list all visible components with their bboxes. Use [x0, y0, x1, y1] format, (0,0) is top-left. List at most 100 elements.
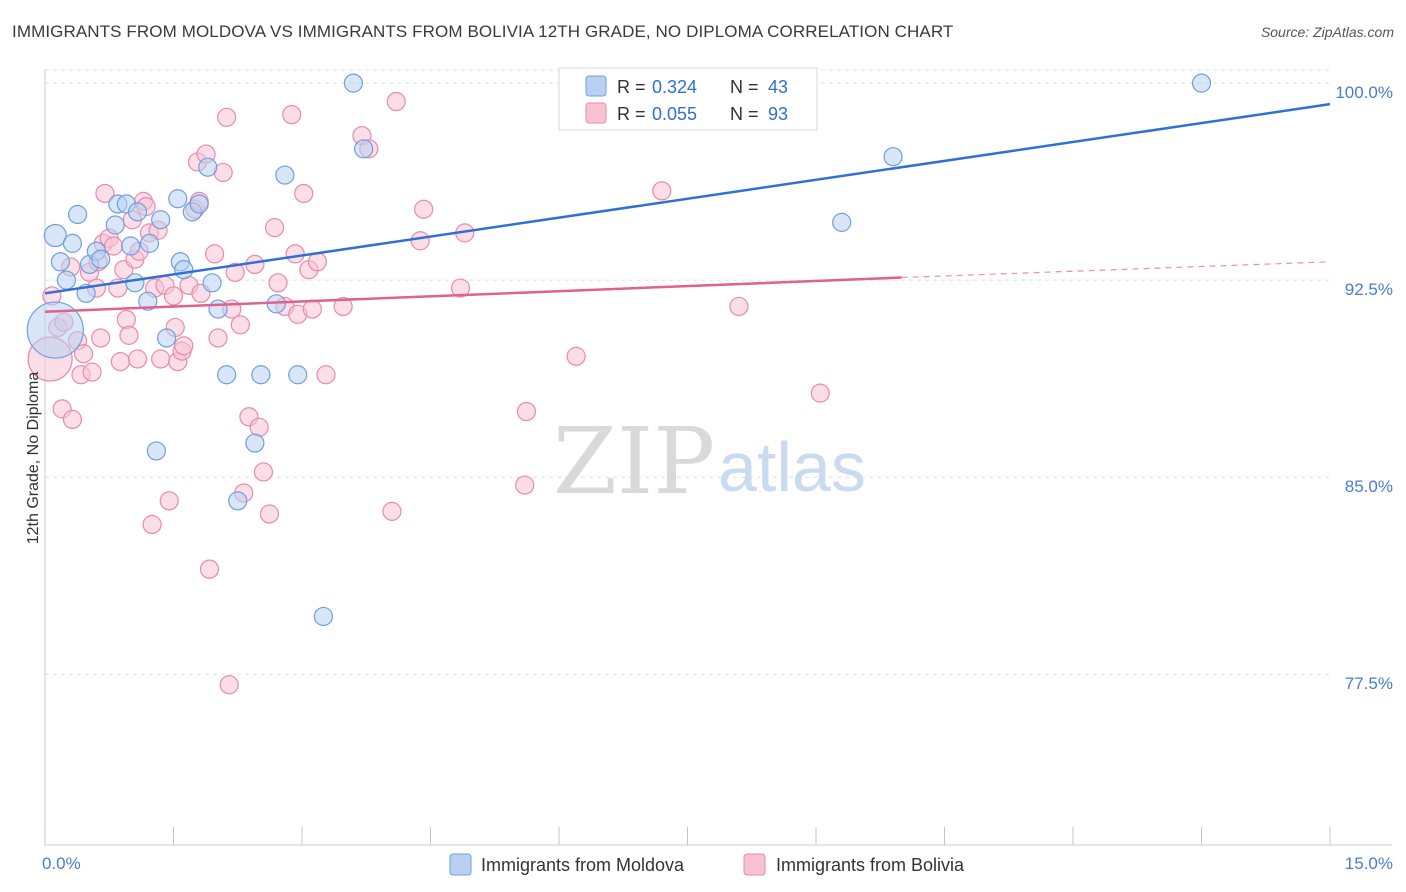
- point-bolivia-69: [294, 183, 314, 204]
- legend-swatch-bolivia: [585, 102, 607, 124]
- point-bolivia-88: [810, 383, 830, 403]
- point-bolivia-77: [382, 501, 402, 521]
- bottom-legend-swatch-bolivia: [743, 853, 766, 876]
- point-moldova-41: [883, 147, 903, 167]
- legend-swatch-moldova: [585, 75, 607, 97]
- point-moldova-28: [208, 299, 228, 319]
- watermark-zip: ZIP: [553, 408, 715, 515]
- point-moldova-9: [91, 249, 111, 269]
- chart-source: Source: ZipAtlas.com: [1260, 24, 1394, 40]
- point-moldova-0: [26, 301, 84, 359]
- point-bolivia-71: [302, 299, 322, 319]
- point-bolivia-85: [566, 346, 586, 366]
- point-bolivia-74: [333, 296, 353, 317]
- point-bolivia-20: [110, 352, 130, 372]
- legend-r-label-bolivia: R =: [617, 104, 646, 124]
- point-bolivia-80: [414, 199, 434, 219]
- trend-line-bolivia: [44, 276, 902, 313]
- point-bolivia-34: [151, 349, 171, 369]
- legend-n-value-bolivia: 93: [768, 104, 788, 124]
- point-moldova-13: [121, 236, 141, 256]
- legend-n-value-moldova: 43: [768, 77, 788, 97]
- point-moldova-19: [151, 210, 171, 230]
- point-moldova-4: [62, 233, 83, 253]
- x-tick-label-0: 0.0%: [42, 854, 81, 873]
- point-bolivia-78: [386, 91, 406, 112]
- legend: R = 0.324 N = 43 R = 0.055 N = 93: [558, 67, 818, 131]
- bottom-legend-label-bolivia: Immigrants from Bolivia: [776, 855, 965, 875]
- point-moldova-32: [251, 365, 271, 385]
- point-moldova-30: [228, 491, 248, 511]
- point-moldova-37: [343, 73, 363, 93]
- watermark-atlas: atlas: [718, 428, 866, 506]
- point-bolivia-36: [159, 491, 179, 511]
- x-tick-labels: 0.0% 15.0%: [42, 854, 1393, 873]
- point-bolivia-86: [652, 181, 672, 201]
- point-moldova-42: [1191, 73, 1212, 93]
- point-bolivia-81: [450, 278, 471, 298]
- point-bolivia-31: [142, 514, 162, 535]
- point-bolivia-37: [163, 286, 184, 306]
- point-moldova-34: [275, 165, 295, 185]
- point-moldova-3: [56, 270, 77, 290]
- chart-title: IMMIGRANTS FROM MOLDOVA VS IMMIGRANTS FR…: [12, 22, 954, 41]
- point-bolivia-72: [307, 252, 328, 272]
- trend-line-moldova: [44, 102, 1331, 295]
- point-moldova-23: [174, 260, 194, 280]
- point-moldova-40: [832, 212, 852, 232]
- point-bolivia-50: [208, 328, 228, 348]
- axes: [44, 70, 1392, 846]
- point-bolivia-48: [199, 559, 220, 579]
- trend-lines: [44, 102, 1331, 313]
- grid-lines: [45, 69, 1330, 675]
- legend-r-value-bolivia: 0.055: [652, 104, 697, 124]
- point-bolivia-73: [316, 365, 336, 385]
- point-moldova-27: [202, 273, 222, 293]
- point-bolivia-79: [410, 231, 430, 251]
- point-moldova-36: [313, 606, 334, 627]
- watermark: ZIP atlas: [553, 408, 866, 515]
- point-moldova-31: [245, 433, 265, 453]
- y-tick-label-1: 85.0%: [1345, 477, 1393, 496]
- bottom-legend-label-moldova: Immigrants from Moldova: [481, 855, 685, 875]
- x-tick-label-1: 15.0%: [1345, 854, 1393, 873]
- point-bolivia-22: [116, 309, 136, 330]
- y-tick-labels: 77.5% 85.0% 92.5% 100.0%: [1335, 83, 1393, 693]
- point-bolivia-11: [82, 362, 102, 382]
- legend-r-value-moldova: 0.324: [652, 77, 697, 97]
- point-moldova-26: [198, 157, 218, 177]
- data-points: [26, 73, 1212, 695]
- point-bolivia-87: [729, 296, 749, 317]
- y-tick-label-0: 77.5%: [1345, 674, 1393, 693]
- point-bolivia-56: [230, 315, 250, 335]
- point-bolivia-53: [219, 675, 239, 695]
- point-moldova-29: [217, 365, 237, 385]
- point-bolivia-49: [205, 244, 225, 264]
- point-moldova-35: [288, 365, 308, 385]
- point-bolivia-9: [73, 344, 94, 364]
- legend-n-label-moldova: N =: [730, 77, 759, 97]
- point-bolivia-60: [249, 417, 269, 437]
- bottom-legend: Immigrants from Moldova Immigrants from …: [449, 853, 965, 876]
- bottom-legend-swatch-moldova: [449, 853, 472, 876]
- point-bolivia-62: [259, 504, 280, 524]
- point-bolivia-16: [95, 183, 115, 204]
- point-moldova-17: [139, 233, 160, 253]
- point-bolivia-64: [268, 273, 288, 293]
- point-bolivia-83: [515, 475, 535, 495]
- point-moldova-10: [105, 215, 125, 235]
- point-bolivia-63: [264, 218, 285, 238]
- point-bolivia-6: [62, 409, 83, 430]
- point-bolivia-55: [225, 262, 245, 282]
- point-moldova-18: [146, 441, 166, 461]
- point-moldova-20: [157, 328, 177, 348]
- y-tick-label-2: 92.5%: [1345, 280, 1393, 299]
- point-moldova-38: [354, 139, 374, 159]
- point-moldova-5: [67, 204, 88, 225]
- y-axis-label: 12th Grade, No Diploma: [25, 372, 42, 545]
- point-bolivia-66: [282, 105, 302, 125]
- point-bolivia-84: [516, 401, 537, 422]
- point-bolivia-52: [217, 107, 237, 127]
- y-tick-label-3: 100.0%: [1335, 83, 1393, 102]
